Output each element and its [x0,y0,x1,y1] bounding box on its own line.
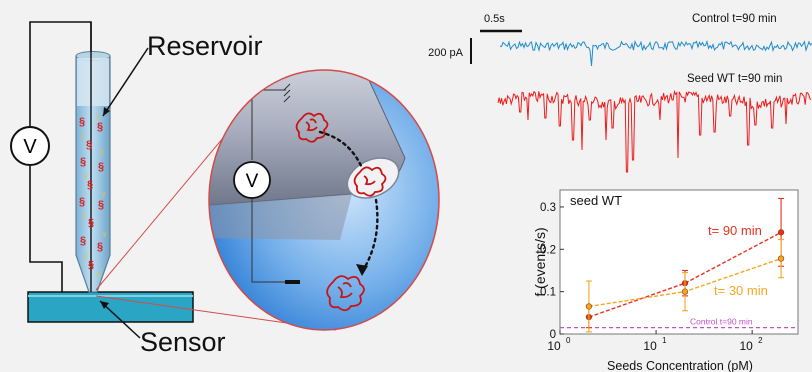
zoom-outline [208,69,440,331]
data-point [681,288,689,295]
seed-trace-label: Seed WT t=90 min [687,73,782,85]
x-tick-label: 10 [547,339,561,353]
y-tick-label: 0.2 [540,244,556,256]
nanopore-zoom: V [208,69,440,331]
circuit-wire-bottom [29,166,63,292]
svg-text:y: y [81,133,85,140]
reservoir-arrow [102,47,149,117]
sensor-label: Sensor [140,327,226,357]
svg-text:§: § [86,139,92,151]
chart-x-label: Seeds Concentration (pM) [607,359,753,372]
seed-trace [497,89,812,173]
data-point [585,303,593,310]
y-tick-label: 0.1 [540,287,556,299]
series-label: t= 90 min [708,223,762,238]
x-tick-exponent: 0 [566,336,571,345]
control-reference-label: Control t=90 min [690,317,753,327]
zoom-voltmeter-icon [233,161,271,199]
svg-text:§: § [98,199,104,211]
zoom-guide-upper [95,119,239,291]
y-tick-label: 0.3 [540,202,556,214]
svg-text:y: y [97,271,101,278]
svg-text:y: y [84,173,88,180]
chart-frame [559,189,799,335]
setup-schematic: V § §§ § §§ § §§ § §§ yyy yyy yyy Reservoir … [10,21,337,357]
svg-text:§: § [97,241,103,253]
chart-axes: 00.10.20.310 0 10 1 10 2 [540,202,763,353]
frequency-chart: seed WT Control t=90 min t= 90 min t= 30 m… [532,189,799,372]
reservoir-particles: § §§ § §§ § §§ § §§ [79,116,104,271]
chart-y-label: f (events/s) [532,227,548,296]
svg-text:§: § [79,196,85,208]
pore-opening [346,157,400,199]
svg-text:y: y [82,213,86,220]
chart-title: seed WT [570,193,622,208]
x-tick-exponent: 1 [662,336,667,345]
control-trace [499,39,812,67]
voltmeter-label: V [23,136,37,158]
svg-text:§: § [97,121,103,133]
svg-text:§: § [80,156,86,168]
chart-marks: Control t=90 min t= 90 min t= 30 min [560,197,798,333]
svg-text:§: § [80,235,86,247]
data-point [777,229,785,236]
svg-text:§: § [88,259,94,271]
x-tick-exponent: 2 [758,336,763,345]
svg-text:y: y [100,149,104,156]
current-traces: 0.5s 200 pA Control t=90 min Seed WT t=9… [428,13,812,173]
sensor-arrow [99,300,141,339]
reservoir-label: Reservoir [147,31,263,61]
x-tick-label: 10 [739,339,753,353]
svg-text:§: § [98,161,104,173]
svg-text:y: y [84,253,88,260]
svg-text:§: § [79,116,85,128]
current-scale-label: 200 pA [428,47,464,59]
svg-text:y: y [96,113,100,120]
x-tick-label: 10 [643,339,657,353]
control-trace-label: Control t=90 min [692,13,777,25]
y-tick-label: 0 [550,329,556,341]
time-scale-label: 0.5s [484,13,505,25]
data-point [777,255,785,262]
voltmeter-icon [10,126,50,166]
svg-text:y: y [103,231,107,238]
series-line [588,231,782,318]
zoom-voltmeter-label: V [246,171,259,192]
svg-text:y: y [102,191,106,198]
aggregate-icon [295,112,387,312]
svg-text:§: § [88,217,94,229]
svg-text:§: § [87,179,93,191]
series-label: t= 30 min [714,283,768,298]
